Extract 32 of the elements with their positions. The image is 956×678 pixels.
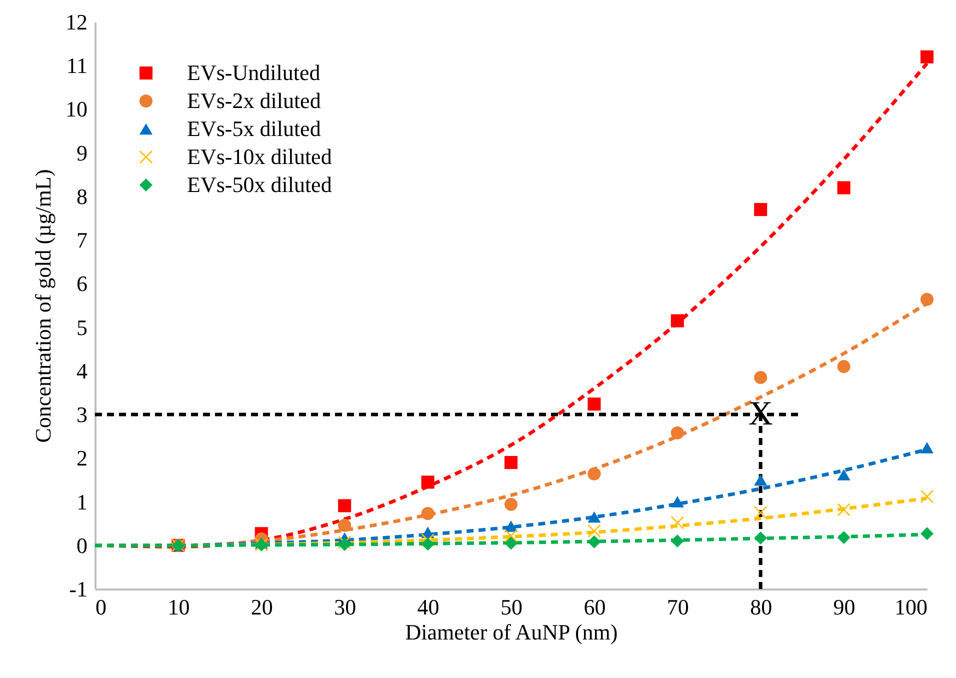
legend-label: EVs-10x diluted: [187, 144, 332, 169]
y-tick-label: -1: [69, 576, 88, 602]
y-tick-label: 7: [76, 228, 88, 253]
legend-label: EVs-Undiluted: [187, 60, 320, 85]
x-tick-label: 90: [833, 594, 856, 620]
x-tick-label: 100: [894, 594, 928, 620]
y-tick-label: 4: [76, 358, 88, 384]
legend-label: EVs-50x diluted: [187, 172, 332, 197]
legend-label: EVs-2x diluted: [187, 88, 321, 113]
y-tick-label: 12: [66, 10, 88, 34]
x-tick-label: 80: [750, 594, 772, 620]
y-tick-label: 8: [76, 184, 88, 209]
legend-label: EVs-5x diluted: [187, 116, 321, 141]
y-tick-label: 2: [76, 446, 88, 471]
y-tick-label: 10: [66, 96, 88, 122]
y-tick-label: 5: [76, 314, 88, 340]
y-tick-label: 9: [76, 140, 88, 166]
y-tick-label: 1: [76, 489, 88, 514]
x-tick-label: 30: [334, 594, 356, 620]
y-tick-label: 3: [76, 402, 88, 428]
x-tick-label: 50: [500, 594, 522, 620]
y-axis-title: Concentration of gold (µg/mL): [30, 169, 56, 443]
y-tick-label: 11: [66, 53, 88, 78]
x-tick-label: 0: [96, 594, 106, 620]
x-tick-label: 20: [250, 594, 273, 620]
x-tick-label: 70: [666, 594, 689, 620]
x-tick-label: 10: [168, 594, 190, 620]
x-tick-label: 40: [417, 594, 440, 620]
x-tick-label: 60: [584, 594, 606, 620]
y-tick-label: 6: [76, 271, 88, 296]
y-tick-label: 0: [76, 532, 88, 558]
x-axis-title: Diameter of AuNP (nm): [405, 620, 618, 644]
